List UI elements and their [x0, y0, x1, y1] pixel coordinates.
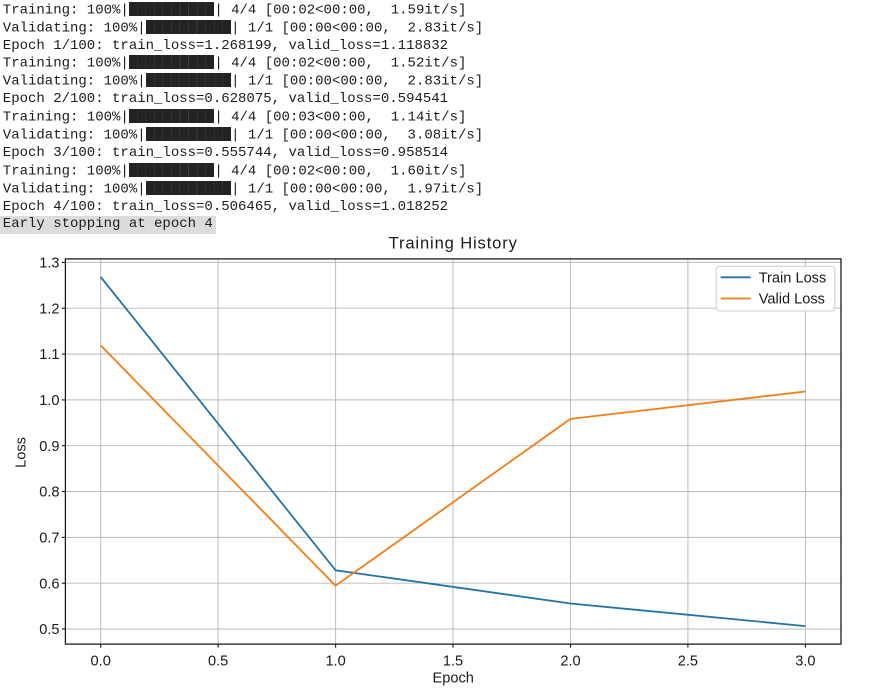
svg-text:Train Loss: Train Loss	[759, 270, 827, 286]
svg-text:Training History: Training History	[389, 234, 518, 253]
svg-text:0.5: 0.5	[39, 622, 59, 638]
svg-text:1.3: 1.3	[39, 256, 59, 272]
svg-text:Epoch: Epoch	[433, 671, 474, 687]
svg-text:3.0: 3.0	[795, 653, 815, 669]
svg-text:1.0: 1.0	[325, 653, 345, 669]
svg-text:0.0: 0.0	[91, 653, 111, 669]
svg-text:0.9: 0.9	[39, 439, 59, 455]
svg-text:1.2: 1.2	[39, 301, 59, 317]
svg-text:0.5: 0.5	[208, 653, 228, 669]
svg-text:Loss: Loss	[13, 437, 29, 468]
svg-text:2.5: 2.5	[678, 653, 698, 669]
svg-text:0.6: 0.6	[39, 576, 59, 592]
svg-text:1.1: 1.1	[39, 347, 59, 363]
svg-text:1.0: 1.0	[39, 393, 59, 409]
svg-text:0.8: 0.8	[39, 485, 59, 501]
svg-text:Valid Loss: Valid Loss	[759, 292, 825, 308]
svg-text:0.7: 0.7	[39, 531, 59, 547]
svg-text:2.0: 2.0	[560, 653, 580, 669]
svg-text:1.5: 1.5	[443, 653, 463, 669]
